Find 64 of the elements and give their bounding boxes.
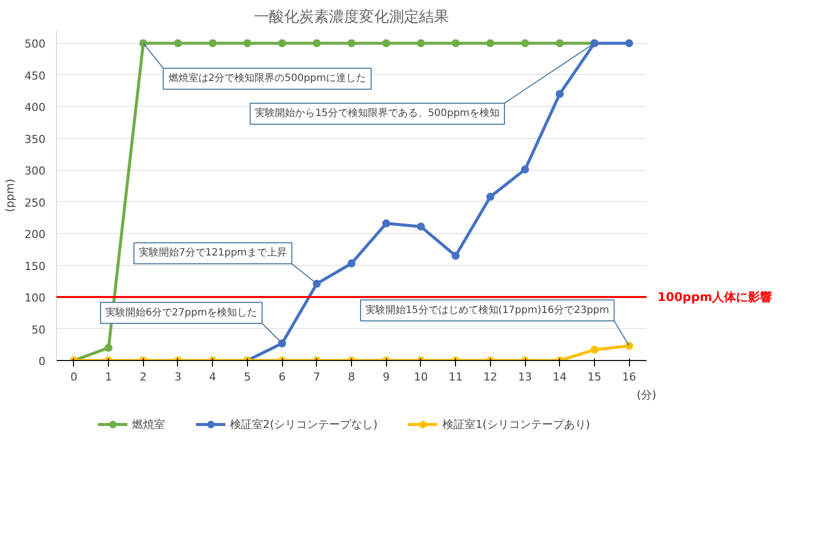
annotation: 燃焼室は2分で検知限界の500ppmに達した [168,72,366,84]
ref-line-label: 100ppm人体に影響 [658,290,772,304]
y-tick-label: 350 [24,132,46,146]
point [521,39,530,48]
point [139,39,148,48]
legend-label: 燃焼室 [132,416,165,432]
point [382,219,390,228]
point [416,222,425,231]
point [486,39,494,48]
x-tick-label: 7 [313,370,320,384]
point [278,39,286,48]
point [521,165,530,174]
x-tick-label: 12 [483,370,498,384]
point [416,39,425,48]
point [278,339,286,348]
y-tick-label: 150 [24,260,46,273]
x-tick-label: 9 [382,370,390,384]
point [625,39,634,48]
x-tick-label: 4 [209,370,216,384]
y-tick-label: 200 [24,228,46,242]
legend-label: 検証室1(シリコンテープあり) [442,416,590,432]
legend-label: 検証室2(シリコンテープなし) [230,416,378,432]
x-tick-label: 8 [348,370,355,384]
x-tick-label: 0 [70,370,78,384]
y-tick-label: 450 [24,69,46,82]
point [174,39,182,48]
x-tick-label: 15 [587,370,602,384]
x-tick-label: 10 [414,370,428,384]
y-tick-label: 500 [24,38,46,51]
x-tick-label: 3 [174,370,182,384]
annotation: 実験開始15分ではじめて検知(17ppm)16分で23ppm [366,304,610,316]
y-axis-title: (ppm) [4,178,17,212]
point [208,39,217,48]
point [382,39,390,48]
point [243,39,252,48]
point [556,90,564,98]
x-tick-label: 1 [105,370,112,384]
x-tick-label: 13 [518,370,532,384]
point [486,192,494,201]
annotation: 実験開始6分で27ppmを検知した [106,306,258,318]
point [348,39,356,48]
point [625,342,634,350]
point [556,39,564,48]
chart-title: 一酸化炭素濃度変化測定結果 [254,8,449,26]
x-tick-label: 5 [244,370,251,384]
point [312,39,321,48]
y-tick-label: 250 [24,196,46,210]
point [104,344,113,352]
y-tick-label: 0 [38,355,46,368]
point [452,252,460,260]
annotation: 実験開始7分で121ppmまで上昇 [138,246,287,259]
point [348,259,356,268]
point [452,39,460,48]
y-tick-label: 100 [24,292,46,305]
x-tick-label: 16 [622,370,636,384]
x-tick-label: 14 [552,370,567,384]
y-tick-label: 50 [32,323,46,336]
x-tick-label: 6 [278,370,286,384]
y-tick-label: 400 [24,101,46,114]
annotation: 実験開始から15分で検知限界である、500ppmを検知 [255,107,500,120]
x-tick-label: 2 [140,370,147,384]
x-tick-label: 11 [448,370,463,384]
y-tick-label: 300 [24,164,46,178]
x-axis-title: (分) [636,388,656,402]
